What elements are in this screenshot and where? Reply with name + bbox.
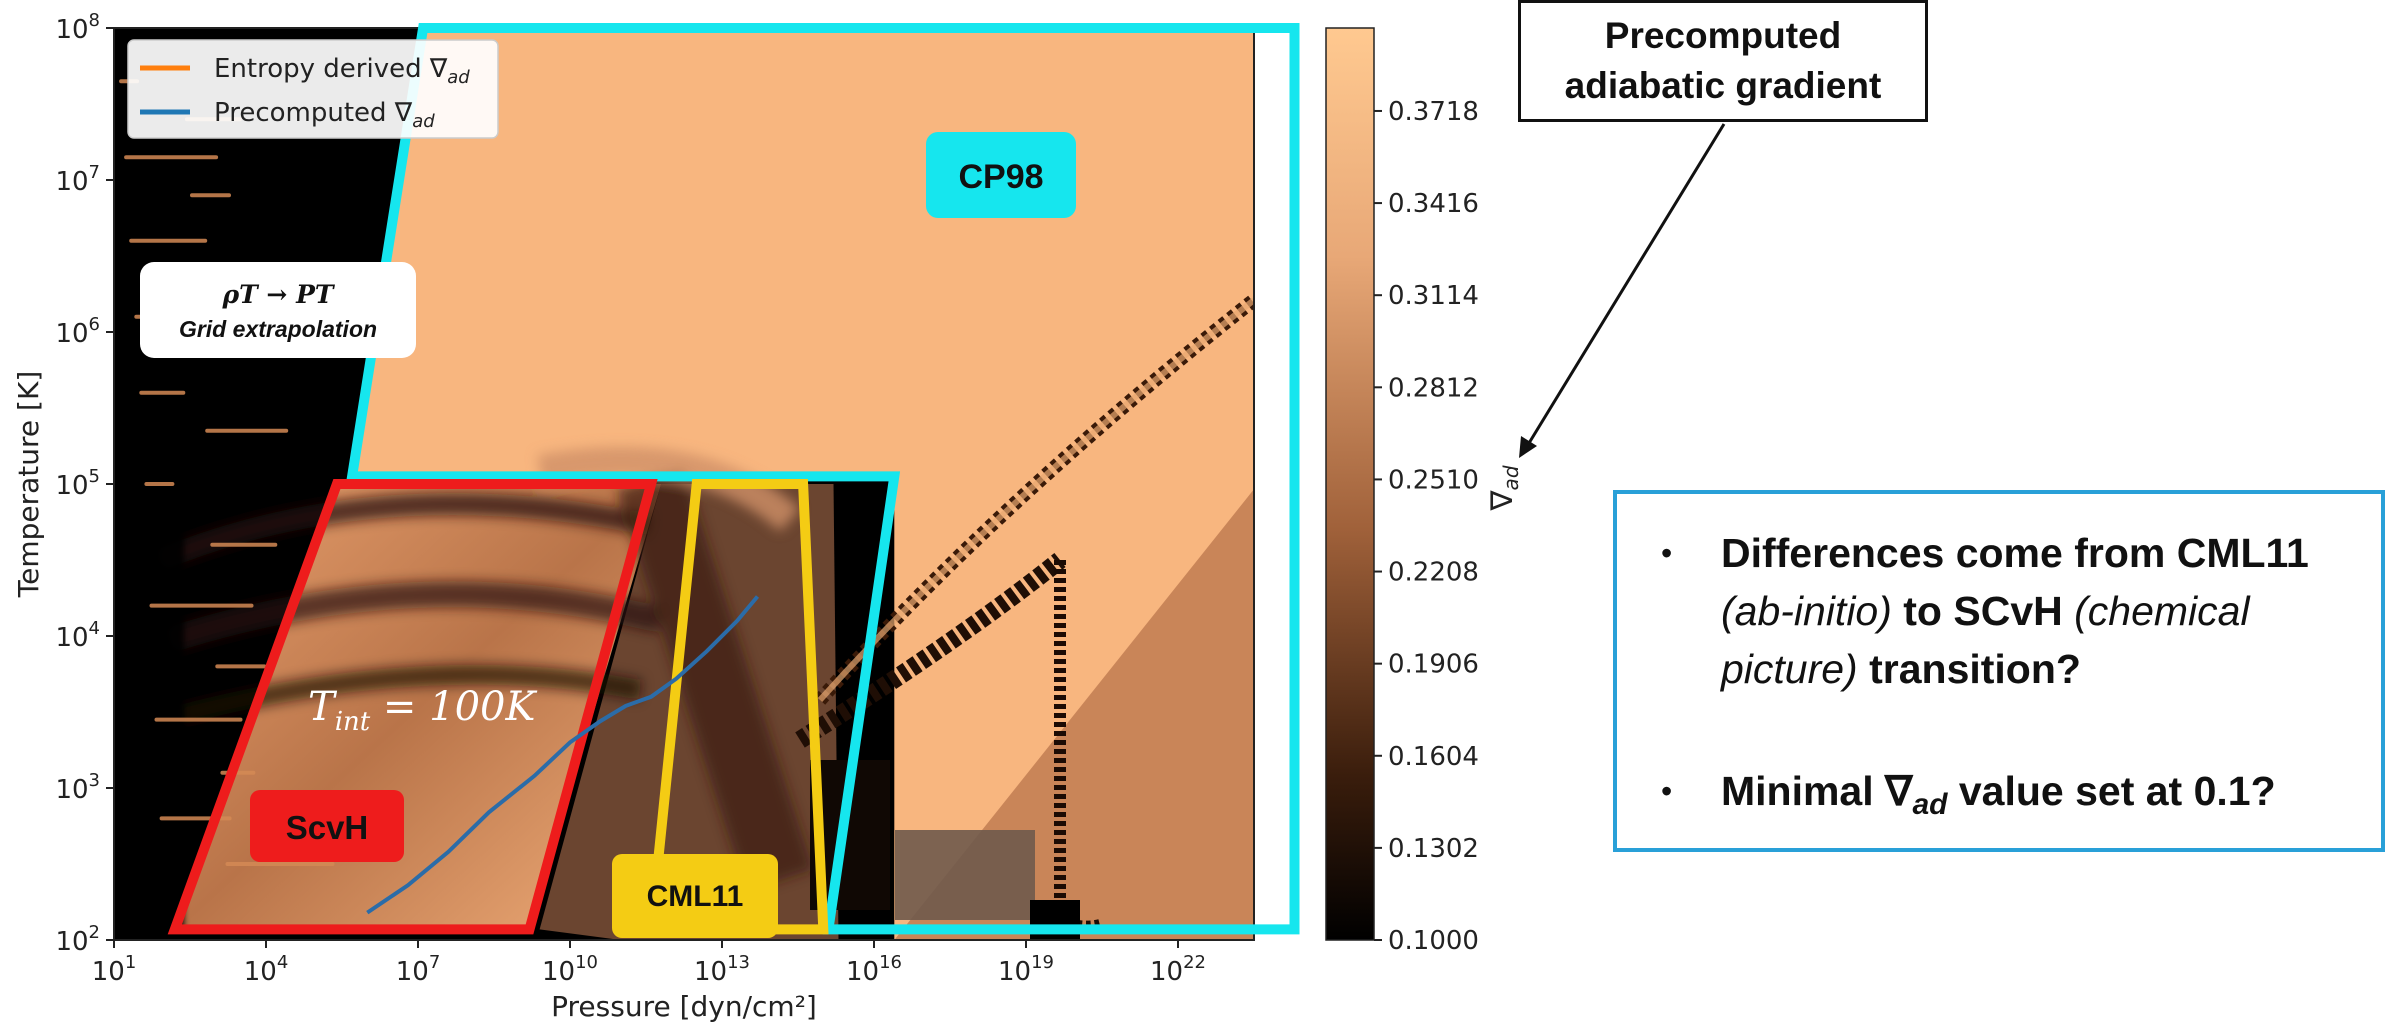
grid-extrapolation-note: ρT → PT Grid extrapolation bbox=[140, 262, 416, 358]
legend-entry-entropy: Entropy derived ∇ad bbox=[214, 54, 470, 88]
x-tick-label-6: 1019 bbox=[998, 952, 1054, 987]
colorbar-tick-label-1: 0.1302 bbox=[1388, 834, 1479, 864]
cp98-label: CP98 bbox=[926, 132, 1076, 218]
colorbar-tick-label-3: 0.1906 bbox=[1388, 650, 1479, 680]
colorbar-tick-label-9: 0.3718 bbox=[1388, 97, 1479, 127]
x-tick-label-3: 1010 bbox=[542, 952, 598, 987]
legend-entry-precomputed: Precomputed ∇ad bbox=[214, 98, 435, 132]
colorbar-tick-label-7: 0.3114 bbox=[1388, 281, 1479, 311]
y-tick-label-6: 108 bbox=[55, 10, 100, 45]
y-axis-ticks: 102 103 104 105 106 107 108 bbox=[55, 10, 114, 957]
x-tick-label-2: 107 bbox=[396, 952, 441, 987]
callout-arrow bbox=[1524, 123, 1726, 449]
y-tick-label-0: 102 bbox=[55, 922, 100, 957]
y-tick-label-5: 107 bbox=[55, 162, 100, 197]
colorbar-tick-label-8: 0.3416 bbox=[1388, 189, 1479, 219]
y-tick-label-3: 105 bbox=[55, 466, 100, 501]
colorbar-tick-label-0: 0.1000 bbox=[1388, 926, 1479, 956]
colorbar-label: ∇ad bbox=[1485, 465, 1523, 511]
notes-box: • Differences come from CML11 (ab-initio… bbox=[1613, 490, 2385, 852]
colorbar-tick-label-2: 0.1604 bbox=[1388, 742, 1479, 772]
svg-text:Grid extrapolation: Grid extrapolation bbox=[179, 316, 377, 342]
callout-arrowhead bbox=[1519, 436, 1537, 458]
x-axis-ticks: 101 104 107 1010 1013 1016 1019 1022 bbox=[92, 940, 1206, 987]
svg-text:CML11: CML11 bbox=[647, 880, 744, 913]
tint-curve-label: Tint = 100K bbox=[308, 684, 537, 737]
scvh-region-outline bbox=[167, 479, 658, 935]
x-tick-label-0: 101 bbox=[92, 952, 137, 987]
x-tick-label-5: 1016 bbox=[846, 952, 902, 987]
precomputed-gradient-callout: Precomputed adiabatic gradient bbox=[1518, 0, 1928, 122]
legend: Entropy derived ∇ad Precomputed ∇ad bbox=[127, 39, 499, 139]
scvh-label: ScvH bbox=[250, 790, 404, 862]
y-tick-label-2: 104 bbox=[55, 618, 100, 653]
colorbar: 0.1000 0.1302 0.1604 0.1906 0.2208 0.2510 0.28… bbox=[1325, 27, 1523, 956]
x-tick-label-4: 1013 bbox=[694, 952, 750, 987]
svg-text:ρT → PT: ρT → PT bbox=[222, 280, 336, 309]
x-tick-label-7: 1022 bbox=[1150, 952, 1206, 987]
x-axis-label: Pressure [dyn/cm²] bbox=[551, 990, 817, 1022]
colorbar-tick-label-4: 0.2208 bbox=[1388, 558, 1479, 588]
svg-text:ScvH: ScvH bbox=[286, 809, 369, 846]
precomputed-nabla-ad-line bbox=[366, 595, 760, 915]
y-axis-label: Temperature [K] bbox=[12, 371, 45, 598]
cp98-region-outline bbox=[346, 23, 1300, 935]
y-tick-label-1: 103 bbox=[55, 770, 100, 805]
svg-text:CP98: CP98 bbox=[958, 158, 1043, 196]
callout-line-2: adiabatic gradient bbox=[1564, 65, 1882, 106]
colorbar-tick-label-6: 0.2812 bbox=[1388, 373, 1479, 403]
colorbar-tick-label-5: 0.2510 bbox=[1388, 465, 1479, 495]
y-tick-label-4: 106 bbox=[55, 314, 100, 349]
cml11-label: CML11 bbox=[612, 854, 778, 938]
x-tick-label-1: 104 bbox=[244, 952, 289, 987]
callout-line-1: Precomputed bbox=[1604, 15, 1842, 56]
svg-text:Tint = 100K: Tint = 100K bbox=[308, 684, 537, 737]
